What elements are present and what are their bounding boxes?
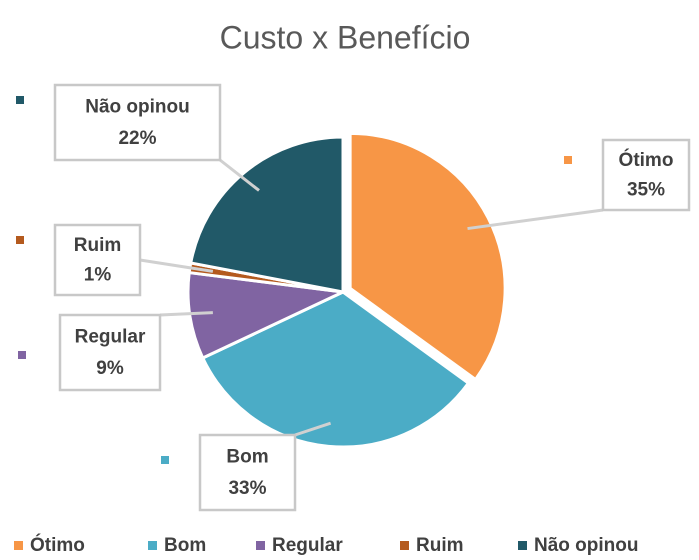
data-label-name: Bom <box>226 447 268 468</box>
label-marker <box>564 156 572 164</box>
label-box <box>53 83 222 162</box>
pie-slice <box>188 135 345 294</box>
data-label-value: 22% <box>118 128 156 149</box>
legend-swatch <box>14 541 23 550</box>
legend-swatch <box>148 541 157 550</box>
data-label-name: Não opinou <box>85 97 189 118</box>
label-marker <box>161 456 169 464</box>
data-label-name: Ótimo <box>619 149 674 171</box>
label-marker <box>16 96 24 104</box>
legend-swatch <box>400 541 409 550</box>
label-box <box>601 138 691 212</box>
leader-line <box>159 311 213 317</box>
leader-line <box>139 258 214 273</box>
pie-slice <box>200 290 471 449</box>
chart-title: Custo x Benefício <box>220 19 471 55</box>
legend-label: Ótimo <box>30 534 85 556</box>
label-marker <box>16 236 24 244</box>
data-label-value: 1% <box>84 264 112 285</box>
pie-slice <box>348 131 507 382</box>
data-label-value: 33% <box>228 478 266 499</box>
legend-label: Ruim <box>416 535 464 556</box>
data-label-value: 9% <box>96 358 124 379</box>
leader-line <box>294 421 332 437</box>
label-box <box>198 433 297 512</box>
data-label-value: 35% <box>627 179 665 200</box>
label-marker <box>18 351 26 359</box>
leader-line <box>219 158 260 192</box>
legend-label: Bom <box>164 535 206 556</box>
legend-swatch <box>256 541 265 550</box>
pie-slice <box>186 270 349 360</box>
leader-line <box>467 208 604 231</box>
legend-label: Regular <box>272 535 343 556</box>
legend-swatch <box>518 541 527 550</box>
legend-label: Não opinou <box>534 535 638 556</box>
label-box <box>58 313 162 392</box>
data-label-name: Regular <box>75 327 146 348</box>
data-label-name: Ruim <box>74 235 122 256</box>
label-box <box>53 223 142 297</box>
